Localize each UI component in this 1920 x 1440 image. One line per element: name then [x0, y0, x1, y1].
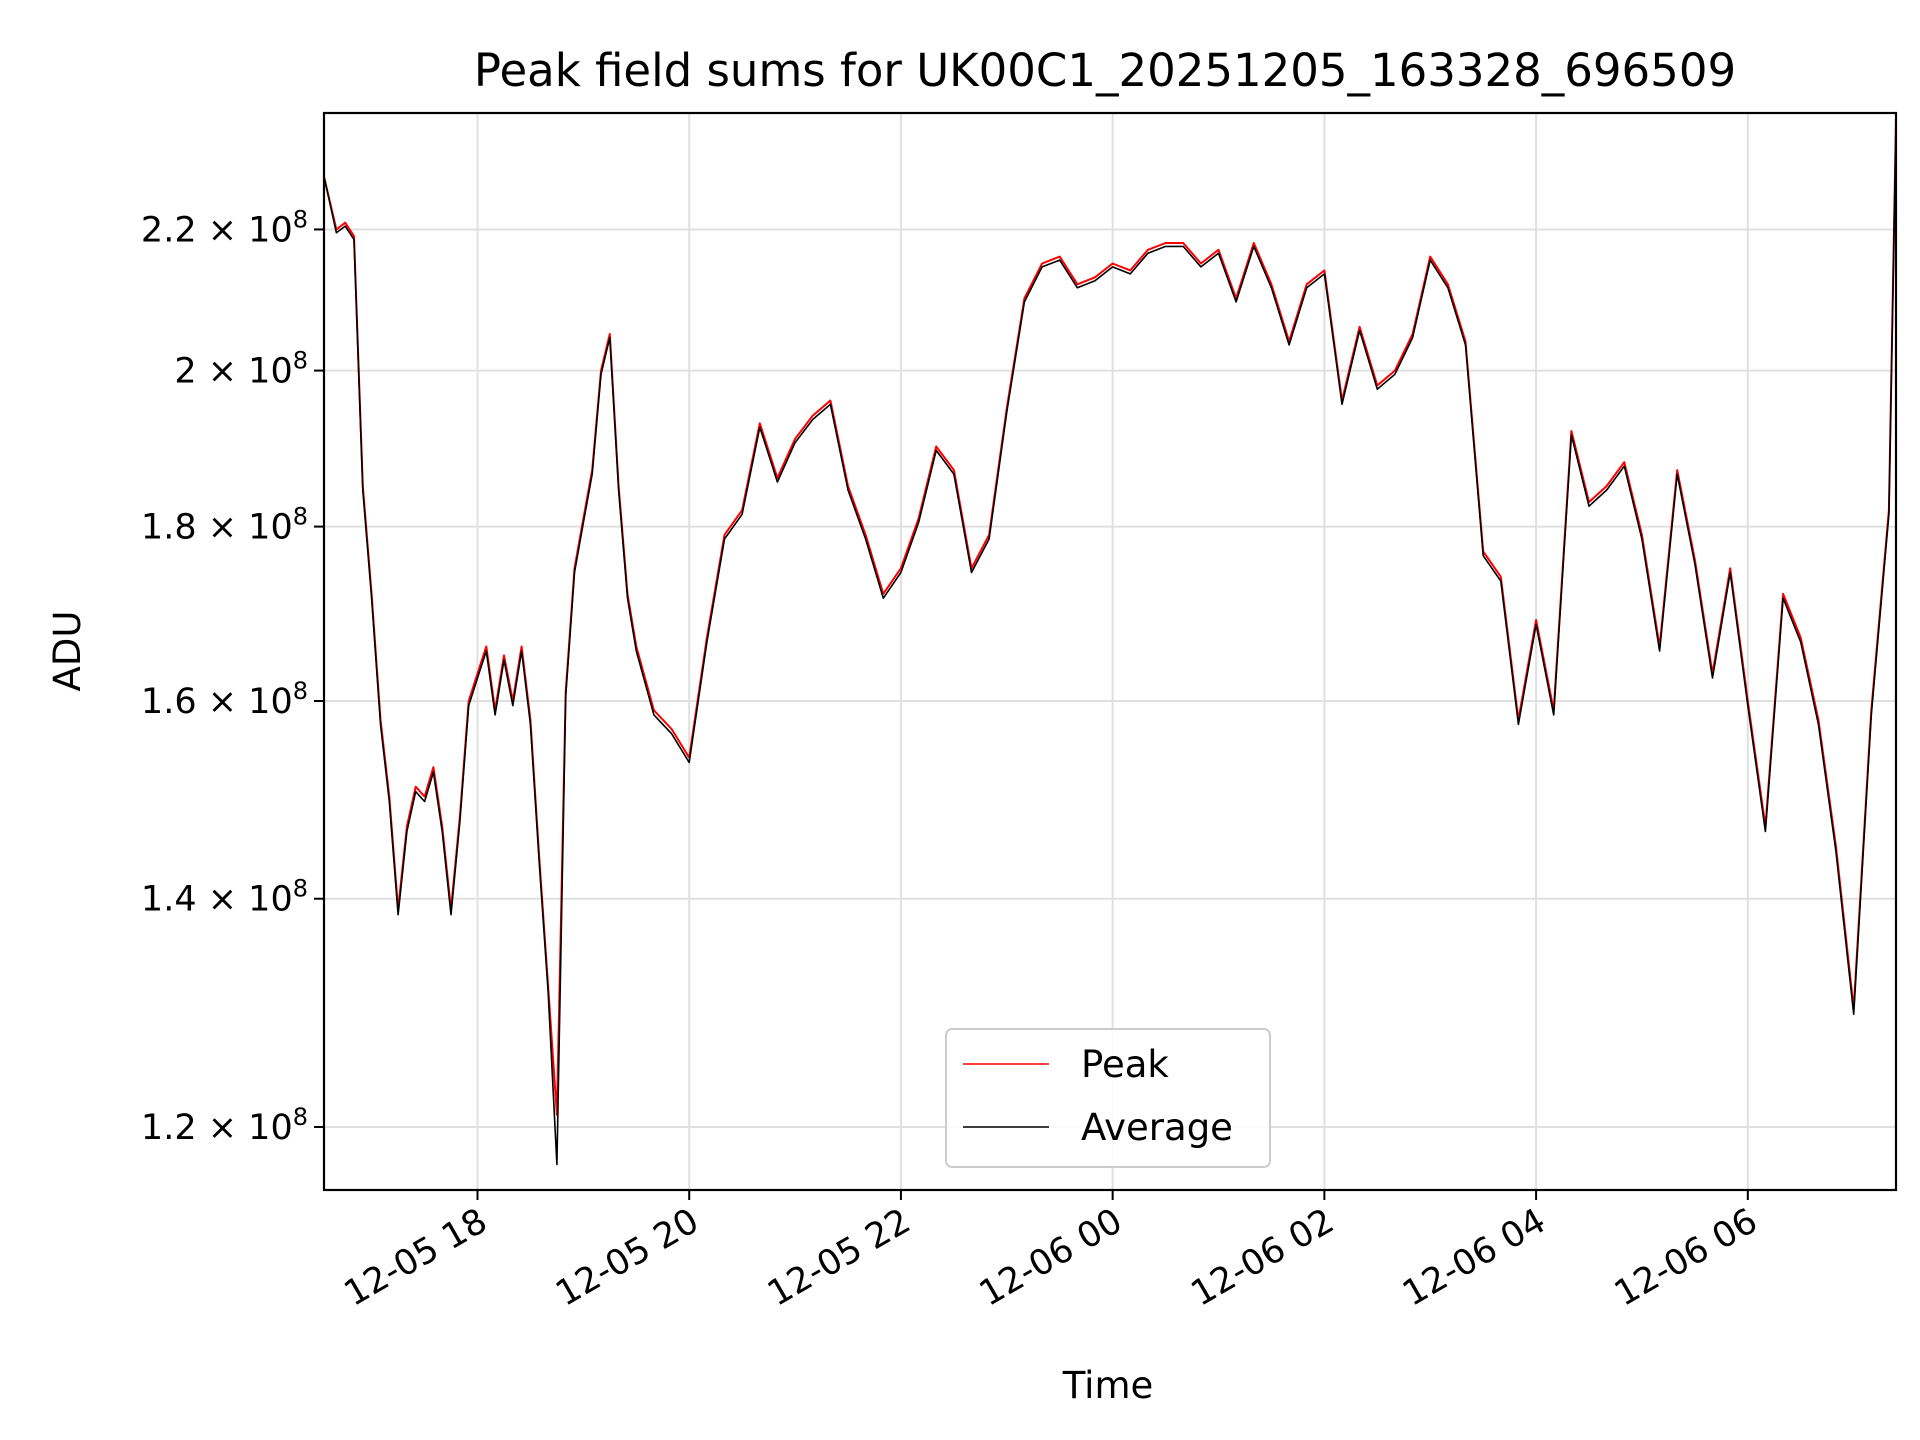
- plot-frame: [322, 111, 1898, 1192]
- y-tick-exponent: 8: [293, 347, 308, 375]
- y-tick-label: 1.2 × 108: [141, 1103, 308, 1148]
- legend-label-peak: Peak: [1081, 1043, 1169, 1086]
- y-tick-exponent: 8: [293, 205, 308, 233]
- y-tick-mantissa: 2: [174, 352, 196, 392]
- y-tick-label: 1.8 × 108: [141, 503, 308, 548]
- y-tick-exponent: 8: [293, 503, 308, 531]
- y-tick-base: 10: [248, 508, 293, 548]
- x-axis-label: Time: [1062, 1364, 1154, 1407]
- y-tick-base: 10: [248, 1108, 293, 1148]
- y-tick-exponent: 8: [293, 1103, 308, 1131]
- y-tick-exponent: 8: [293, 677, 308, 705]
- y-tick-base: 10: [248, 352, 293, 392]
- y-axis-label: ADU: [46, 611, 89, 692]
- y-tick-label: 1.6 × 108: [141, 677, 308, 722]
- y-tick-base: 10: [248, 880, 293, 920]
- y-tick-mantissa: 1.8: [141, 508, 197, 548]
- series-line-average: [323, 122, 1897, 1166]
- y-tick-mantissa: 1.6: [141, 682, 197, 722]
- legend-label-average: Average: [1081, 1106, 1233, 1149]
- y-tick-mantissa: 1.2: [141, 1108, 197, 1148]
- y-tick-label: 1.4 × 108: [141, 875, 308, 920]
- y-tick-mantissa: 2.2: [141, 210, 197, 250]
- chart-title: Peak field sums for UK00C1_20251205_1633…: [474, 44, 1736, 97]
- y-tick-label: 2 × 108: [174, 347, 308, 392]
- y-tick-base: 10: [248, 210, 293, 250]
- y-tick-base: 10: [248, 682, 293, 722]
- y-tick-mantissa: 1.4: [141, 880, 197, 920]
- y-tick-label: 2.2 × 108: [141, 205, 308, 250]
- y-tick-exponent: 8: [293, 875, 308, 903]
- legend: Peak Average: [945, 1028, 1271, 1168]
- series-lines: [323, 119, 1897, 1166]
- grid-lines: [324, 113, 1896, 1190]
